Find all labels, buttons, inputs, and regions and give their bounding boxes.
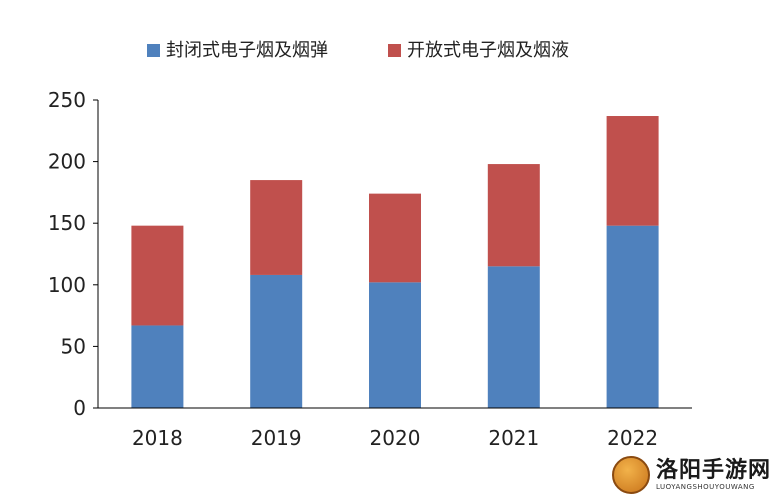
bar-2020-series-1 [369, 193, 421, 283]
x-tick-label-3: 2021 [488, 426, 539, 450]
bar-2018-series-1 [131, 225, 184, 326]
y-tick-label-2: 100 [48, 273, 86, 297]
x-tick-label-0: 2018 [132, 426, 183, 450]
bar-2018-series-0 [131, 325, 184, 408]
logo-badge-icon [611, 456, 650, 494]
bar-2021-series-1 [487, 164, 540, 267]
x-tick-label-1: 2019 [251, 426, 302, 450]
legend-label-0: 封闭式电子烟及烟弹 [166, 40, 328, 61]
legend-swatch-0 [147, 44, 160, 57]
legend-swatch-1 [388, 44, 401, 57]
bar-2019-series-1 [250, 180, 303, 275]
y-tick-label-3: 150 [48, 211, 86, 235]
legend-label-1: 开放式电子烟及烟液 [407, 40, 569, 61]
watermark-logo: 洛阳手游网 LUOYANGSHOUYOUWANG [611, 456, 771, 494]
x-tick-label-2: 2020 [370, 426, 421, 450]
y-tick-label-1: 50 [61, 334, 86, 358]
bar-2022-series-1 [606, 116, 659, 226]
y-tick-label-4: 200 [48, 150, 86, 174]
x-tick-label-4: 2022 [607, 426, 658, 450]
y-axis: 0 50 100 150 200 250 [48, 88, 99, 420]
y-tick-label-5: 250 [48, 88, 86, 112]
y-tick-label-0: 0 [73, 396, 86, 420]
watermark-subtitle: LUOYANGSHOUYOUWANG [655, 482, 755, 491]
x-axis: 2018 2019 2020 2021 2022 [98, 407, 692, 450]
bar-2020-series-0 [369, 282, 421, 408]
bar-2019-series-0 [250, 274, 303, 408]
bar-2022-series-0 [606, 225, 659, 408]
bars [131, 116, 659, 408]
watermark-title: 洛阳手游网 [655, 457, 771, 483]
legend: 封闭式电子烟及烟弹 开放式电子烟及烟液 [147, 40, 569, 61]
bar-2021-series-0 [487, 266, 540, 408]
